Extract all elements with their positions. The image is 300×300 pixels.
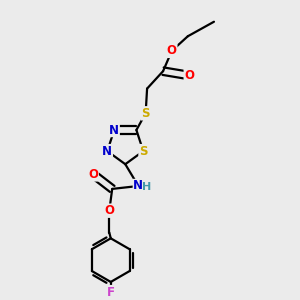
- Text: O: O: [167, 44, 177, 57]
- Text: S: S: [139, 145, 148, 158]
- Text: O: O: [104, 204, 114, 217]
- Text: S: S: [141, 107, 150, 120]
- Text: N: N: [134, 179, 143, 193]
- Text: H: H: [142, 182, 151, 192]
- Text: N: N: [102, 145, 112, 158]
- Text: O: O: [88, 168, 98, 181]
- Text: N: N: [109, 124, 119, 136]
- Text: O: O: [184, 69, 194, 82]
- Text: F: F: [107, 286, 115, 298]
